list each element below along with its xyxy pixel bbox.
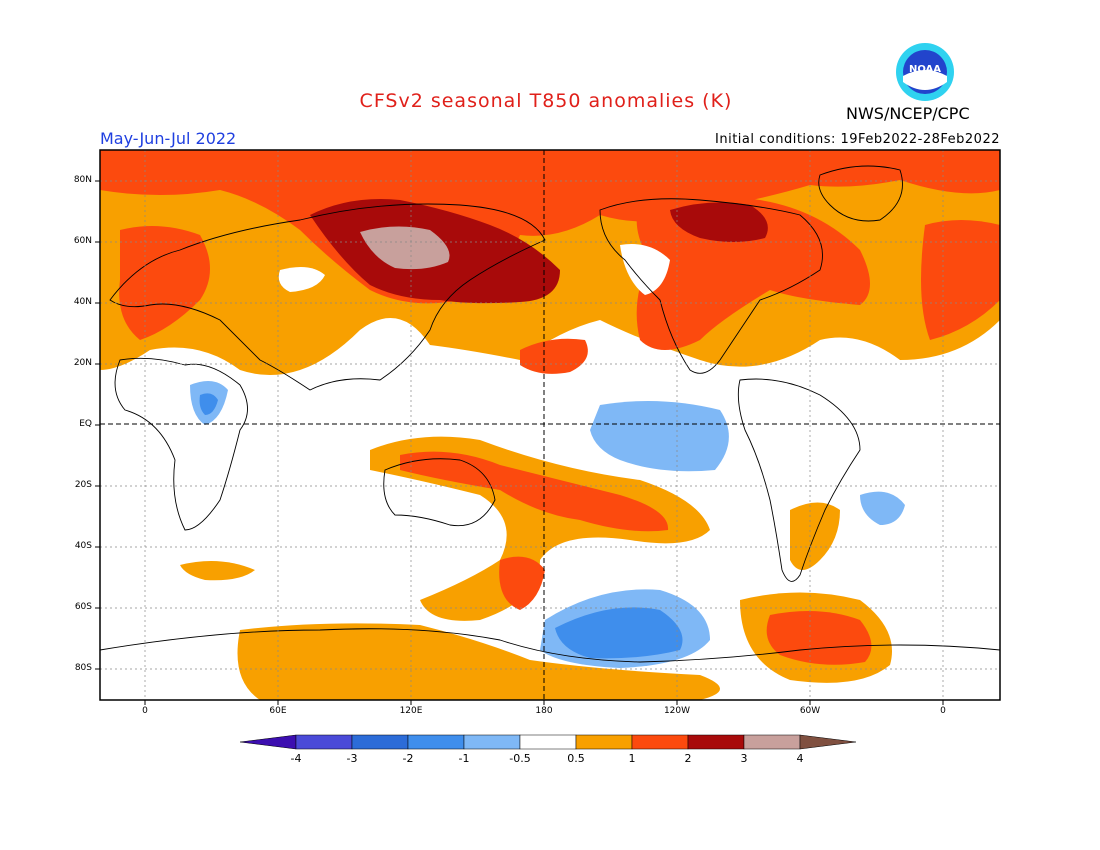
agency-label: NWS/NCEP/CPC [846, 104, 970, 123]
latitude-label: 40S [74, 541, 92, 551]
colorbar-bin [575, 734, 633, 750]
colorbar-label: 3 [740, 752, 748, 765]
noaa-logo: NOAA [896, 43, 954, 101]
initial-conditions-label: Initial conditions: 19Feb2022-28Feb2022 [715, 132, 1000, 147]
latitude-label: EQ [79, 419, 92, 429]
anomaly-region-north-cool-atlantic [620, 244, 670, 295]
longitude-label: 60W [799, 706, 821, 716]
noaa-logo-text: NOAA [909, 64, 941, 75]
longitude-label: 120E [399, 706, 423, 716]
colorbar-bin [519, 734, 577, 750]
anomaly-region-south-pacific-strong [400, 451, 669, 532]
season-label: May-Jun-Jul 2022 [100, 129, 237, 148]
anomaly-region-africa-cool-core [199, 393, 218, 415]
longitude-label: 180 [535, 706, 553, 716]
colorbar-label: 2 [684, 752, 692, 765]
map-title: CFSv2 seasonal T850 anomalies (K) [359, 90, 733, 112]
latitude-label: 40N [73, 297, 92, 307]
latitude-label: 20N [73, 358, 92, 368]
longitude-label: 0 [940, 706, 946, 716]
coast-south-america [737, 378, 861, 582]
anomaly-region-north-strong [100, 150, 1000, 304]
anomaly-region-europe [119, 226, 210, 340]
coastlines [100, 165, 1000, 663]
anomaly-region-indian-ocean-warm [180, 561, 255, 581]
colorbar-bin [463, 734, 521, 750]
latitude-label: 60S [74, 602, 92, 612]
anomaly-region-south-pacific-stem [499, 556, 545, 610]
latitude-label: 20S [74, 480, 92, 490]
anomaly-region-south-belt [237, 623, 720, 700]
anomaly-region-pacific-north [520, 338, 588, 374]
coast-greenland [818, 165, 903, 222]
colorbar-label: 1 [628, 752, 636, 765]
anomaly-region-siberia-peak [360, 226, 450, 270]
coast-eurasia [109, 203, 546, 391]
anomaly-region-canada-peak [670, 202, 768, 242]
coast-antarctica [100, 628, 1000, 663]
longitude-label: 60E [269, 706, 287, 716]
colorbar-bin [351, 734, 409, 750]
anomaly-region-south-pacific [370, 436, 710, 621]
anomaly-region-south-america-warm [790, 502, 840, 570]
longitude-label: 120W [663, 706, 691, 716]
anomaly-region-europe-east [921, 220, 1000, 340]
anomaly-region-antarctic-warm [766, 611, 872, 665]
colorbar-bin [743, 734, 801, 750]
colorbar-bin [407, 734, 465, 750]
colorbar [239, 734, 857, 750]
colorbar-arrow-low [239, 734, 297, 750]
axis-ticks [95, 180, 944, 705]
colorbar-label: 4 [796, 752, 804, 765]
colorbar-label: -2 [402, 752, 414, 765]
colorbar-bin [687, 734, 745, 750]
colorbar-bin [295, 734, 353, 750]
anomaly-region-north-cool-asia [278, 266, 325, 292]
anomaly-region-southern-cool-core [555, 607, 683, 659]
colorbar-label: -3 [346, 752, 358, 765]
colorbar-label: -0.5 [509, 752, 531, 765]
anomaly-region-south-atlantic-cool [860, 491, 905, 525]
colorbar-label: 0.5 [567, 752, 585, 765]
coast-australia [383, 458, 496, 527]
coast-africa [114, 357, 248, 531]
latitude-label: 80S [74, 663, 92, 673]
graticule [100, 150, 1000, 700]
anomaly-region-pacific-cool [590, 401, 729, 472]
coast-north-america [599, 198, 823, 374]
latitude-label: 60N [73, 236, 92, 246]
colorbar-arrow-high [799, 734, 857, 750]
colorbar-bin [631, 734, 689, 750]
longitude-label: 0 [142, 706, 148, 716]
latitude-label: 80N [73, 175, 92, 185]
colorbar-label: -1 [458, 752, 470, 765]
colorbar-label: -4 [290, 752, 302, 765]
